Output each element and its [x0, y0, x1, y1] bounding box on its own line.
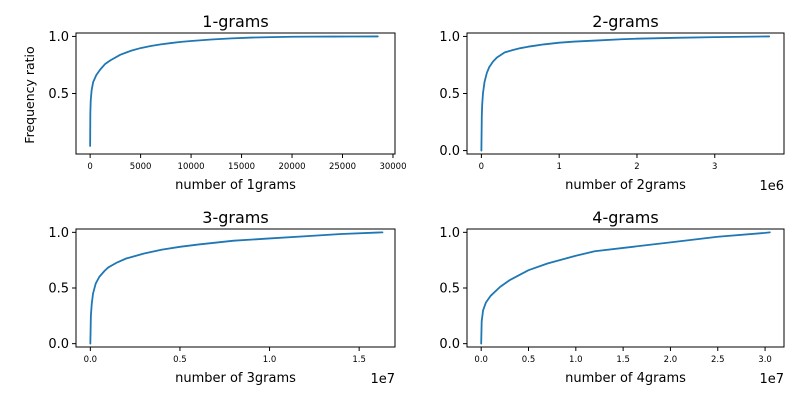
panel-title: 2-grams: [592, 12, 658, 31]
x-tick-label: 0.5: [522, 355, 536, 365]
x-tick-label: 10000: [178, 162, 205, 172]
x-tick-label: 0.0: [474, 355, 488, 365]
x-tick-label: 15000: [228, 162, 255, 172]
x-offset-label: 1e7: [759, 372, 784, 387]
y-tick-label: 1.0: [439, 30, 460, 45]
x-tick-label: 2.5: [711, 355, 725, 365]
x-tick-label: 2.0: [664, 355, 678, 365]
x-tick-label: 0: [87, 162, 92, 172]
panel-title: 3-grams: [202, 208, 268, 227]
y-tick-label: 0.5: [48, 87, 69, 102]
series-line: [480, 35, 771, 152]
panel-3: 3-grams 0.0 0.5 1.0 1.5 0.0 0.5 1.0 number of 3g…: [48, 208, 396, 387]
plot-frame: [75, 228, 396, 348]
y-tick-label: 1.0: [48, 226, 69, 241]
panel-2: 2-grams 0 1 2 3 0.0 0.5 1.0 number of 2grams 1e6: [439, 12, 785, 194]
y-tick-label: 0.5: [48, 282, 69, 297]
x-tick-label: 1.5: [616, 355, 630, 365]
plot-frame: [466, 32, 785, 155]
x-tick-label: 0.5: [173, 355, 187, 365]
x-tick-label: 20000: [279, 162, 306, 172]
y-tick-label: 0.5: [439, 87, 460, 102]
plot-frame: [466, 228, 785, 348]
panel-title: 1-grams: [202, 12, 268, 31]
y-tick-label: 1.0: [48, 30, 69, 45]
panel-title: 4-grams: [592, 208, 658, 227]
y-tick-label: 0.0: [439, 144, 460, 159]
y-tick-label: 0.0: [439, 337, 460, 352]
panel-1: 1-grams 0 5000 10000 15000 20000 25000 30000 0.5…: [48, 12, 406, 193]
x-tick-label: 5000: [130, 162, 152, 172]
series-line: [89, 231, 384, 345]
x-tick-label: 1: [556, 162, 561, 172]
x-tick-label: 25000: [329, 162, 356, 172]
y-tick-label: 0.0: [48, 337, 69, 352]
x-tick-label: 1.0: [263, 355, 277, 365]
y-tick-label: 0.5: [439, 282, 460, 297]
x-tick-label: 3: [712, 162, 717, 172]
x-tick-label: 30000: [379, 162, 406, 172]
y-axis-label: Frequency ratio: [22, 46, 37, 143]
x-axis-label: number of 2grams: [565, 178, 686, 193]
x-tick-label: 1.0: [569, 355, 583, 365]
plot-frame: [75, 32, 396, 155]
x-axis-label: number of 3grams: [175, 371, 296, 386]
panel-4: 4-grams 0.0 0.5 1.0 1.5 2.0 2.5 3.0 0.0 0.5 1.0 num…: [439, 208, 785, 387]
x-tick-label: 0: [479, 162, 484, 172]
x-tick-label: 2: [634, 162, 639, 172]
series-line: [89, 35, 379, 147]
x-axis-label: number of 4grams: [565, 371, 686, 386]
x-tick-label: 1.5: [352, 355, 366, 365]
x-offset-label: 1e7: [370, 372, 395, 387]
x-tick-label: 0.0: [84, 355, 98, 365]
x-axis-label: number of 1grams: [175, 178, 296, 193]
x-tick-label: 3.0: [758, 355, 772, 365]
y-tick-label: 1.0: [439, 226, 460, 241]
x-offset-label: 1e6: [759, 179, 784, 194]
series-line: [480, 231, 771, 345]
